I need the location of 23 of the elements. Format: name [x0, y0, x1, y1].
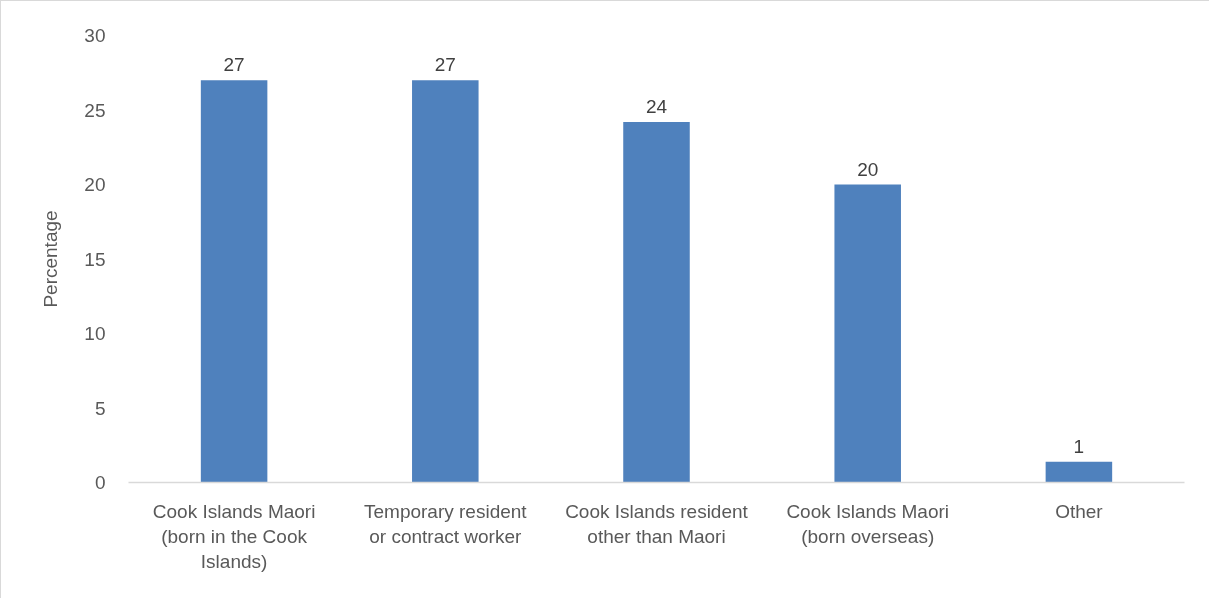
y-tick-label: 20 — [84, 174, 106, 195]
y-tick-label: 30 — [84, 25, 106, 46]
y-axis-title: Percentage — [40, 210, 62, 308]
bar — [1045, 461, 1113, 483]
data-label: 20 — [857, 158, 879, 180]
data-label: 24 — [645, 95, 668, 117]
x-tick-label: Cook Islands Maori (born in the Cook Islands) — [152, 500, 316, 572]
data-label: 27 — [434, 54, 456, 76]
bar — [200, 80, 268, 483]
bar — [412, 80, 479, 483]
x-tick-label: Temporary resident or contract worker — [363, 500, 528, 547]
y-tick-label: 25 — [84, 99, 106, 121]
x-tick-label: Other — [1055, 500, 1104, 522]
bar — [623, 121, 690, 483]
y-tick-label: 15 — [84, 248, 106, 270]
y-tick-label: 0 — [94, 472, 106, 493]
y-tick-label: 5 — [94, 397, 106, 419]
x-tick-label: Cook Islands resident other than Maori — [565, 500, 749, 547]
bar — [834, 184, 901, 483]
data-label: 27 — [223, 54, 245, 76]
x-tick-label: Cook Islands Maori (born overseas) — [786, 500, 950, 547]
data-label: 1 — [1073, 435, 1085, 457]
y-tick-label: 10 — [84, 323, 106, 344]
